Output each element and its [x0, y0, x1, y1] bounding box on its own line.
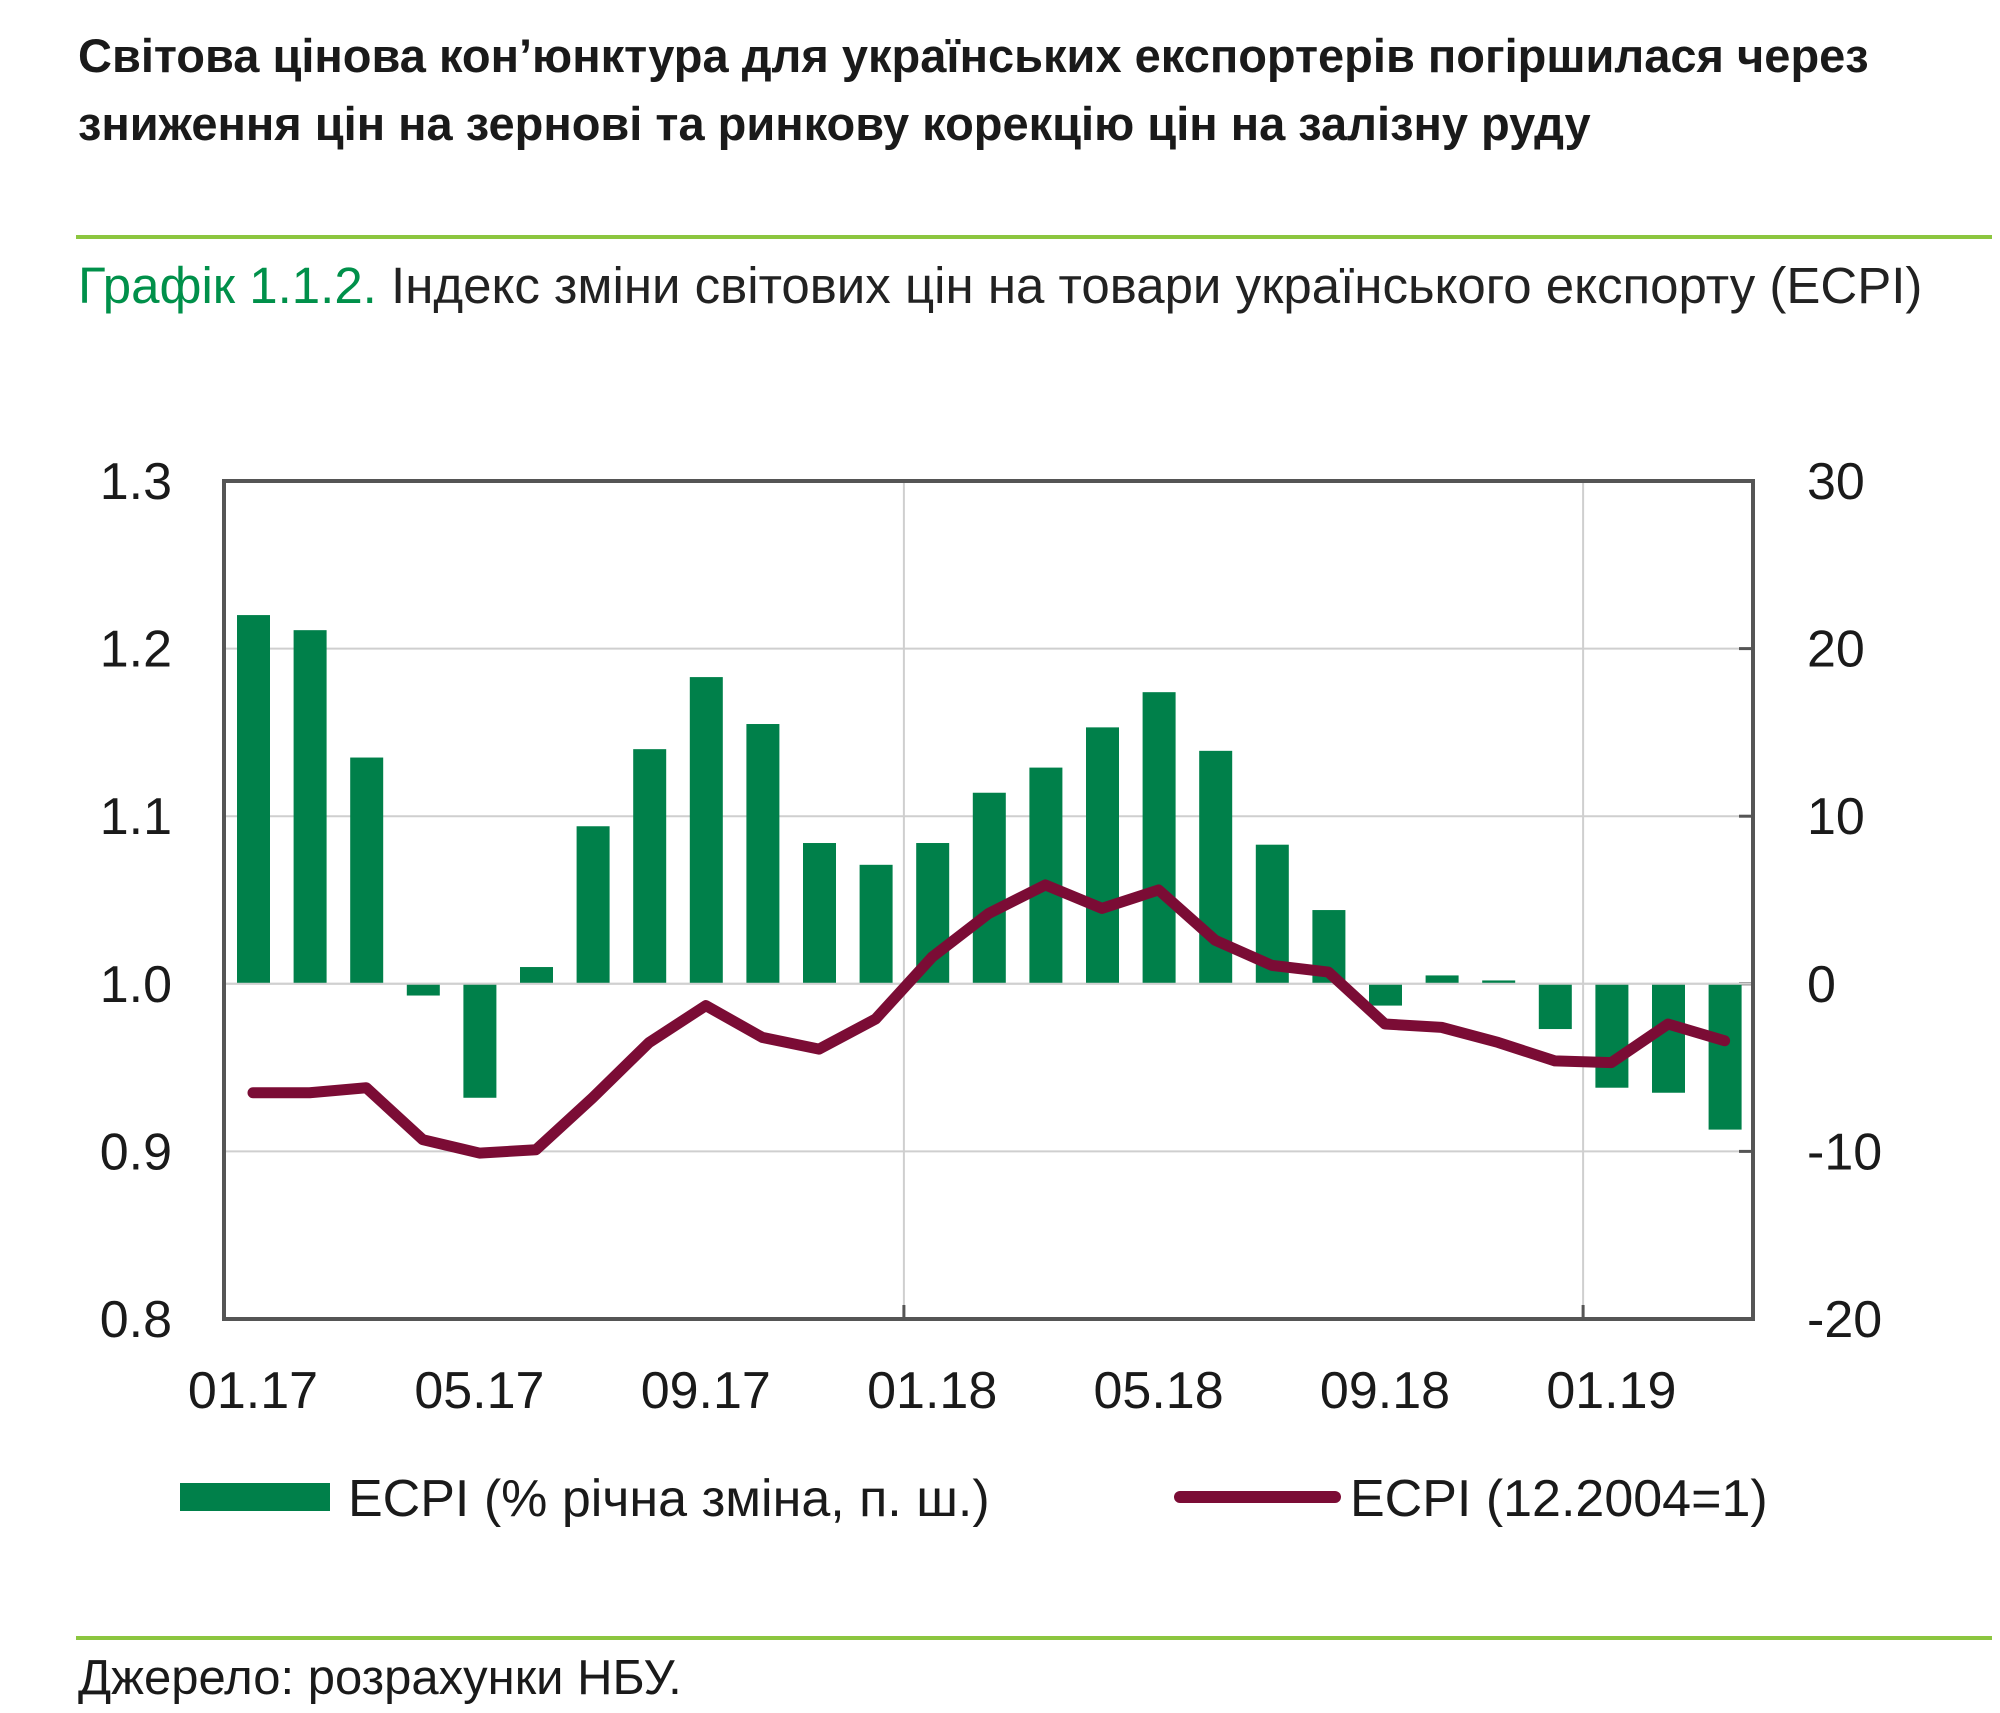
bar	[350, 757, 384, 984]
bar	[1425, 975, 1459, 984]
bar	[1595, 983, 1629, 1088]
x-tick-label: 01.18	[867, 1362, 997, 1420]
y-left-tick-label: 0.9	[100, 1123, 172, 1181]
bottom-divider	[76, 1636, 1992, 1640]
bar	[1369, 983, 1402, 1006]
bar	[520, 967, 553, 984]
y-right-tick-label: -10	[1807, 1123, 1882, 1181]
bar	[237, 615, 270, 984]
y-right-tick-label: -20	[1807, 1291, 1882, 1349]
y-left-tick-label: 1.0	[100, 956, 172, 1014]
bar	[293, 630, 327, 984]
bar	[972, 792, 1006, 984]
y-right-tick-label: 10	[1807, 788, 1865, 846]
bar	[1482, 980, 1516, 984]
x-tick-label: 09.18	[1320, 1362, 1450, 1420]
source-note: Джерело: розрахунки НБУ.	[78, 1651, 682, 1705]
chart-number: Графік 1.1.2.	[78, 257, 377, 314]
x-tick-label: 01.17	[188, 1362, 318, 1420]
legend-label-line: ECPI (12.2004=1)	[1350, 1470, 1768, 1528]
y-left-tick-label: 1.3	[100, 453, 172, 511]
x-tick-label: 05.17	[414, 1362, 544, 1420]
bar	[1538, 983, 1572, 1030]
ecpi-index-line	[247, 879, 1731, 1159]
x-tick-label: 09.17	[641, 1362, 771, 1420]
chart-caption-text: Індекс зміни світових цін на товари укра…	[391, 257, 1923, 314]
bar	[406, 983, 440, 996]
chart-headline: Світова цінова кон’юнктура для українськ…	[78, 29, 1869, 150]
bar	[1029, 767, 1063, 984]
legend-swatch-bars	[180, 1483, 330, 1511]
bar	[746, 724, 780, 984]
bar	[576, 826, 610, 984]
y-right-tick-label: 30	[1807, 453, 1865, 511]
bar	[1652, 983, 1685, 1093]
top-divider	[76, 235, 1992, 239]
legend-label-bars: ECPI (% річна зміна, п. ш.)	[348, 1470, 990, 1528]
bar	[633, 749, 667, 984]
bar	[689, 677, 723, 984]
plot-frame	[222, 479, 1755, 1321]
bar	[1142, 692, 1176, 984]
bar	[1086, 727, 1119, 984]
x-tick-label: 01.19	[1546, 1362, 1676, 1420]
y-left-tick-label: 0.8	[100, 1291, 172, 1349]
bar	[803, 843, 836, 984]
chart-caption: Графік 1.1.2. Індекс зміни світових цін …	[78, 250, 1958, 322]
bar	[463, 983, 497, 1098]
y-right-tick-label: 0	[1807, 956, 1836, 1014]
y-right-tick-label: 20	[1807, 621, 1865, 679]
bar	[859, 864, 893, 984]
y-left-tick-label: 1.2	[100, 621, 172, 679]
y-left-tick-label: 1.1	[100, 788, 172, 846]
x-tick-label: 05.18	[1094, 1362, 1224, 1420]
bar	[1708, 983, 1742, 1130]
